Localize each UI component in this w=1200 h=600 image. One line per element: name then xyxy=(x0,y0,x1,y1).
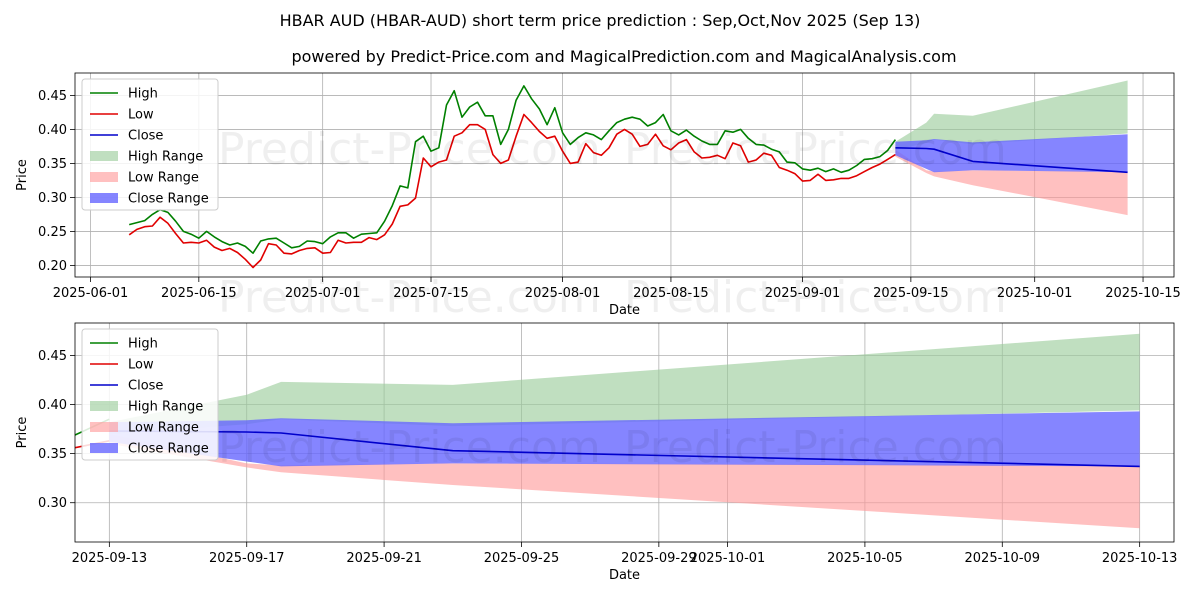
top-legend-close-range-label: Close Range xyxy=(128,192,209,207)
bottom-legend-low-range-swatch xyxy=(90,422,118,432)
watermark-1: Predict-Price.com xyxy=(218,124,601,175)
top-plot-area xyxy=(128,80,1128,269)
top-xtick-label: 2025-09-01 xyxy=(765,286,841,301)
watermark-2: Predict-Price.com xyxy=(624,124,1007,175)
top-xtick-label: 2025-06-15 xyxy=(161,286,237,301)
top-high-line xyxy=(128,85,897,254)
top-xtick-label: 2025-08-01 xyxy=(525,286,601,301)
bottom-xlabel: Date xyxy=(609,568,640,583)
bottom-xtick-label: 2025-10-05 xyxy=(827,551,903,566)
top-high-range-area xyxy=(895,80,1128,150)
bottom-xtick-label: 2025-09-17 xyxy=(209,551,285,566)
bottom-ytick-label: 0.35 xyxy=(38,447,67,462)
bottom-high-range-area xyxy=(109,333,1140,434)
bottom-legend-low-label: Low xyxy=(128,358,154,373)
chart-subtitle: powered by Predict-Price.com and Magical… xyxy=(291,47,956,66)
bottom-frame xyxy=(74,322,1175,543)
top-ylabel: Price xyxy=(15,159,30,191)
bottom-legend-close-label: Close xyxy=(128,379,163,394)
top-legend-high-label: High xyxy=(128,87,158,102)
bottom-xtick-label: 2025-10-09 xyxy=(965,551,1041,566)
bottom-ytick-label: 0.30 xyxy=(38,496,67,511)
watermark-6: Predict-Price.com xyxy=(624,422,1007,473)
top-legend-low-label: Low xyxy=(128,108,154,123)
top-xlabel: Date xyxy=(609,303,640,318)
bottom-legend-close-range-label: Close Range xyxy=(128,442,209,457)
watermark-4: Predict-Price.com xyxy=(624,272,1007,323)
top-legend-close-range-swatch xyxy=(90,193,118,203)
top-low-line xyxy=(128,113,896,269)
bottom-low-range-area xyxy=(109,434,1140,529)
bottom-legend-high-range-label: High Range xyxy=(128,400,203,415)
bottom-xtick-label: 2025-10-13 xyxy=(1102,551,1178,566)
top-ytick-label: 0.30 xyxy=(38,191,67,206)
bottom-xtick-label: 2025-10-01 xyxy=(690,551,766,566)
top-legend-close-label: Close xyxy=(128,129,163,144)
top-xtick-label: 2025-06-01 xyxy=(53,286,129,301)
bottom-legend: High Low Close High Range Low Range Close Ran… xyxy=(81,328,219,461)
top-legend-high-range-swatch xyxy=(90,151,118,161)
top-close-line xyxy=(895,147,1128,174)
top-low-range-area xyxy=(895,149,1128,216)
bottom-xtick-label: 2025-09-13 xyxy=(72,551,148,566)
top-xtick-label: 2025-10-15 xyxy=(1105,286,1181,301)
bottom-ylabel: Price xyxy=(15,417,30,449)
bottom-close-range-area xyxy=(109,411,1140,467)
watermark-3: Predict-Price.com xyxy=(218,272,601,323)
top-legend: High Low Close High Range Low Range Close Ran… xyxy=(81,78,219,211)
top-xtick-label: 2025-07-01 xyxy=(285,286,361,301)
top-ytick-label: 0.20 xyxy=(38,259,67,274)
bottom-ytick-label: 0.40 xyxy=(38,398,67,413)
bottom-xtick-label: 2025-09-21 xyxy=(346,551,422,566)
bottom-legend-high-label: High xyxy=(128,337,158,352)
top-panel: 2025-06-01 2025-06-15 2025-07-01 2025-07-15… xyxy=(15,72,1181,318)
top-xtick-label: 2025-09-15 xyxy=(873,286,949,301)
top-frame xyxy=(74,72,1175,278)
bottom-xtick-label: 2025-09-29 xyxy=(621,551,697,566)
bottom-legend-low-range-label: Low Range xyxy=(128,421,199,436)
bottom-ytick-label: 0.45 xyxy=(38,349,67,364)
top-close-range-area xyxy=(895,134,1128,173)
bottom-legend-close-range-swatch xyxy=(90,443,118,453)
top-ytick-label: 0.45 xyxy=(38,89,67,104)
top-ytick-label: 0.25 xyxy=(38,225,67,240)
top-xtick-label: 2025-08-15 xyxy=(633,286,709,301)
top-xtick-label: 2025-10-01 xyxy=(997,286,1073,301)
top-ytick-label: 0.35 xyxy=(38,157,67,172)
top-legend-low-range-label: Low Range xyxy=(128,171,199,186)
top-xtick-label: 2025-07-15 xyxy=(393,286,469,301)
watermark-5: Predict-Price.com xyxy=(218,422,601,473)
bottom-legend-high-range-swatch xyxy=(90,401,118,411)
top-legend-low-range-swatch xyxy=(90,172,118,182)
top-ytick-label: 0.40 xyxy=(38,123,67,138)
bottom-panel: 2025-09-13 2025-09-17 2025-09-21 2025-09-25… xyxy=(15,322,1178,583)
chart-title: HBAR AUD (HBAR-AUD) short term price pre… xyxy=(280,11,921,30)
bottom-xtick-label: 2025-09-25 xyxy=(484,551,560,566)
top-legend-high-range-label: High Range xyxy=(128,150,203,165)
